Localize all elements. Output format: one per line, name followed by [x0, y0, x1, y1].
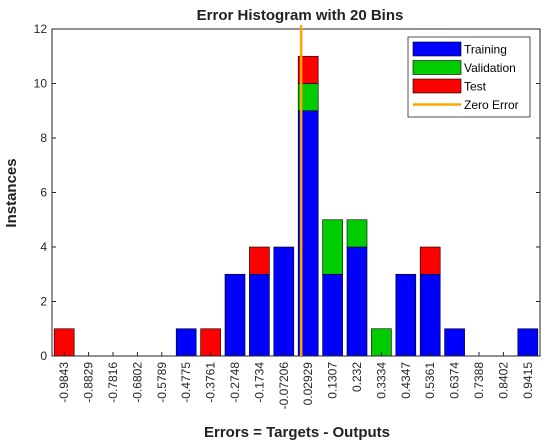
legend-label-training: Training: [464, 43, 507, 57]
bar-test-8: [249, 246, 270, 275]
x-tick-label-9: -0.07206: [277, 362, 291, 410]
x-tick-label-3: -0.6802: [130, 362, 144, 403]
x-tick-label-4: -0.5789: [155, 362, 169, 403]
legend-swatch-training: [412, 41, 462, 57]
x-tick-label-5: -0.4775: [179, 362, 193, 403]
bar-test-0: [53, 328, 75, 357]
legend: Training Validation Test Zero Error: [407, 36, 531, 118]
y-tick-label-1: 2: [40, 295, 47, 309]
x-tick-label-14: 0.4347: [399, 362, 413, 399]
bar-test-10: [297, 55, 319, 84]
bar-training-14: [395, 273, 417, 357]
bar-validation-12: [346, 219, 368, 248]
y-tick-label-3: 6: [40, 186, 47, 200]
x-tick-label-0: -0.9843: [57, 362, 71, 403]
x-axis-label: Errors = Targets - Outputs: [204, 424, 390, 441]
bar-training-7: [224, 273, 246, 357]
legend-label-test: Test: [464, 80, 487, 94]
x-tick-label-17: 0.7388: [472, 362, 486, 399]
y-axis-label: Instances: [3, 158, 20, 227]
x-tick-label-11: 0.1307: [326, 362, 340, 399]
legend-label-zero-error: Zero Error: [464, 98, 519, 112]
y-tick-label-5: 10: [34, 77, 48, 91]
x-tick-label-19: 0.9415: [521, 362, 535, 399]
bar-training-8: [249, 273, 270, 357]
bar-training-16: [444, 328, 465, 357]
bar-validation-11: [322, 219, 343, 275]
y-tick-label-0: 0: [40, 349, 47, 363]
bars-layer: [53, 55, 539, 357]
y-tick-label-6: 12: [34, 22, 48, 36]
y-tick-label-2: 4: [40, 240, 47, 254]
bar-test-6: [200, 328, 221, 357]
bar-training-19: [517, 328, 539, 357]
x-tick-label-6: -0.3761: [204, 362, 218, 403]
x-tick-label-12: 0.232: [350, 362, 364, 392]
x-tick-label-1: -0.8829: [82, 362, 96, 403]
x-tick-label-18: 0.8402: [496, 362, 510, 399]
x-tick-label-15: 0.5361: [423, 362, 437, 399]
legend-label-validation: Validation: [464, 61, 516, 75]
bar-training-11: [322, 273, 343, 357]
legend-swatch-test: [412, 78, 462, 94]
bar-training-5: [175, 328, 197, 357]
bar-test-15: [419, 246, 441, 275]
x-tick-label-16: 0.6374: [448, 362, 462, 399]
bar-training-12: [346, 246, 368, 357]
x-tick-label-2: -0.7816: [106, 362, 120, 403]
chart-title: Error Histogram with 20 Bins: [197, 7, 404, 24]
x-tick-label-10: 0.02929: [301, 362, 315, 406]
bar-training-15: [419, 273, 441, 357]
bar-validation-13: [371, 328, 392, 357]
legend-swatch-validation: [412, 60, 462, 75]
x-tick-label-8: -0.1734: [252, 362, 266, 403]
x-tick-label-7: -0.2748: [228, 362, 242, 403]
x-tick-label-13: 0.3334: [374, 362, 388, 399]
y-tick-label-4: 8: [40, 131, 47, 145]
bar-training-9: [273, 246, 295, 357]
axes-layer: 0 2 4 6 8 10 12 -0.9843 -0.8829 -0.7816 -0.6802 -0.…: [34, 22, 541, 410]
